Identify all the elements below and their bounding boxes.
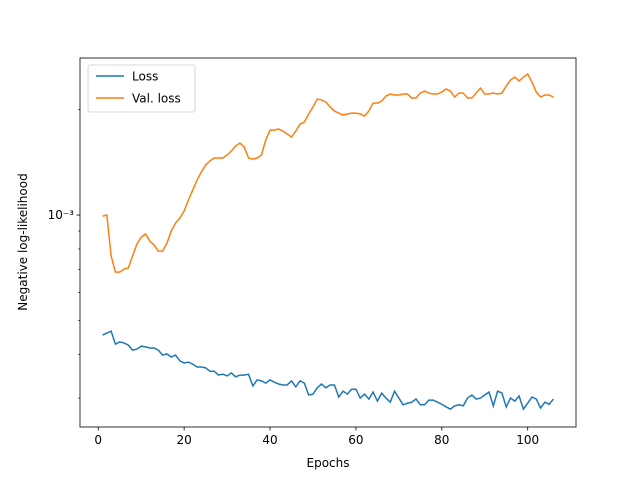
x-tick-label: 100	[516, 433, 539, 447]
x-tick-label: 40	[262, 433, 277, 447]
x-tick-label: 60	[348, 433, 363, 447]
x-axis-label: Epochs	[307, 456, 350, 470]
plot-frame	[79, 57, 577, 428]
legend-label: Loss	[132, 70, 158, 84]
line-series	[102, 72, 554, 273]
y-tick-label: 10⁻³	[48, 208, 75, 222]
x-tick-label: 0	[94, 433, 102, 447]
x-tick-label: 20	[176, 433, 191, 447]
y-axis-label: Negative log-likelihood	[16, 173, 30, 310]
line-series	[102, 330, 555, 411]
legend-label: Val. loss	[132, 92, 181, 106]
x-tick-label: 80	[434, 433, 449, 447]
